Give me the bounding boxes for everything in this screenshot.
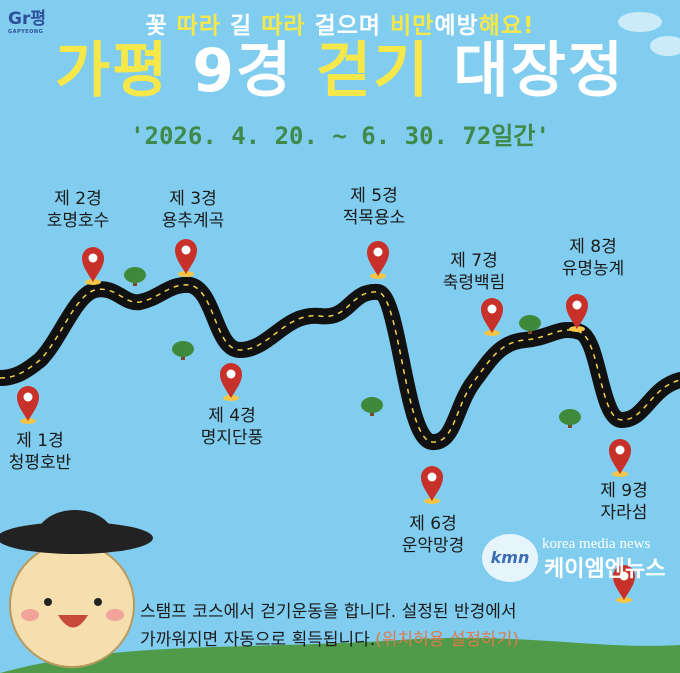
page-title: 가평 9경 걷기 대장정 xyxy=(0,36,680,106)
stop-label: 제 7경 축령백림 xyxy=(442,251,506,293)
stop-label: 제 9경 자라섬 xyxy=(600,481,648,523)
text-part: 꽃 xyxy=(145,13,177,39)
location-pin-icon[interactable] xyxy=(367,241,389,279)
text-part: 해요! xyxy=(478,13,535,39)
text-part: 길 xyxy=(221,13,262,39)
text-part: 걷기 xyxy=(316,36,454,106)
tree-icon xyxy=(361,397,383,416)
stamp-description: 스탬프 코스에서 걷기운동을 합니다. 설정된 반경에서 가까워지면 자동으로 … xyxy=(140,602,519,650)
stop-label: 제 5경 적목용소 xyxy=(342,186,406,228)
stop-label: 제 8경 유명농계 xyxy=(561,237,625,279)
stop-label: 제 4경 명지단풍 xyxy=(200,406,264,448)
text-part: 9경 xyxy=(192,36,317,106)
tree-icon xyxy=(519,315,541,334)
location-pin-icon[interactable] xyxy=(481,298,503,336)
stop-label: 제 2경 호명호수 xyxy=(46,189,110,231)
location-pin-icon[interactable] xyxy=(175,239,197,277)
location-pin-icon[interactable] xyxy=(613,565,635,603)
stop-label: 제 1경 청평호반 xyxy=(8,431,72,473)
gapyeong-logo: Gr평 GAPYEONG xyxy=(8,9,46,35)
tree-icon xyxy=(559,409,581,428)
cloud-icon xyxy=(618,12,680,56)
location-pin-icon[interactable] xyxy=(421,466,443,504)
text-part: 따라 xyxy=(176,13,221,39)
event-period: '2026. 4. 20. ~ 6. 30. 72일간' xyxy=(130,122,550,150)
ground-hill xyxy=(0,637,680,673)
location-permission-note[interactable]: (위치허용 설정하기) xyxy=(375,630,519,650)
stop-label: 제 3경 용추계곡 xyxy=(161,189,225,231)
location-pin-icon[interactable] xyxy=(566,294,588,332)
route-center-line xyxy=(0,284,680,443)
location-pin-icon[interactable] xyxy=(609,439,631,477)
location-pin-icon[interactable] xyxy=(17,386,39,424)
tree-icon xyxy=(124,267,146,286)
subtitle: 꽃 따라 길 따라 걸으며 비만예방해요! xyxy=(0,6,680,40)
stop-label: 제 6경 운악망경 xyxy=(401,514,465,556)
tree-icon xyxy=(172,341,194,360)
mascot-character xyxy=(0,510,153,668)
text-part: 대장정 xyxy=(453,36,626,106)
text-part: 걸으며 xyxy=(305,13,391,39)
location-pin-icon[interactable] xyxy=(220,363,242,401)
text-part: 따라 xyxy=(261,13,306,39)
text-part: 예방 xyxy=(434,13,479,39)
location-pin-icon[interactable] xyxy=(82,247,104,285)
text-part: 가평 xyxy=(54,36,193,106)
text-part: 비만 xyxy=(390,13,435,39)
